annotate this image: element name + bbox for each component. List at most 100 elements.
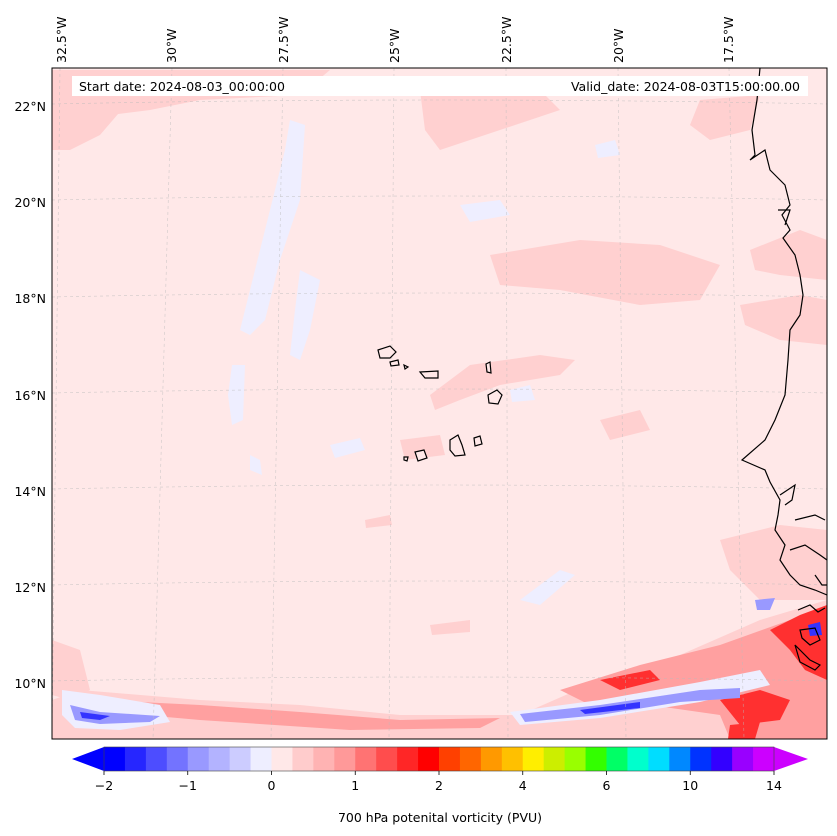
island: [418, 370, 439, 379]
africa-coastline: [799, 627, 821, 646]
colorbar-cell: [229, 747, 252, 771]
lon-label: 20°W: [611, 28, 626, 63]
colorbar-tick-label: 0: [268, 778, 276, 793]
lat-label: 16°N: [14, 388, 46, 403]
parallel-line: [52, 99, 827, 105]
meridian-line: [617, 68, 627, 739]
meridian-line: [270, 68, 284, 739]
parallel-line: [52, 388, 827, 394]
lat-label: 20°N: [14, 195, 46, 210]
meridian-line: [52, 68, 61, 739]
colorbar-tick-label: 4: [519, 778, 527, 793]
pv-positive-area: [100, 700, 500, 730]
colorbar-tick-label: 10: [682, 778, 698, 793]
pv-strong-positive-area: [600, 670, 660, 690]
pv-positive-area: [365, 515, 392, 528]
parallel-line: [52, 484, 827, 490]
colorbar-cell: [271, 747, 293, 771]
africa-coastline: [794, 644, 822, 671]
pv-positive-area: [420, 90, 560, 150]
colorbar: −2 −1 0 1 2 4 6 10 14 700 hPa potenital vorticit…: [72, 746, 808, 825]
coastline: [740, 68, 827, 671]
parallel-line: [52, 676, 827, 682]
colorbar-tick-label: 2: [435, 778, 443, 793]
meridian-line: [728, 68, 745, 739]
parallel-line: [52, 195, 827, 201]
lon-label: 30°W: [164, 28, 179, 63]
colorbar-label: 700 hPa potenital vorticity (PVU): [338, 810, 542, 825]
lon-label: 32.5°W: [54, 17, 69, 63]
colorbar-cell: [648, 747, 670, 771]
pv-positive-area: [52, 640, 90, 700]
meridian-line: [505, 68, 509, 739]
colorbar-cell: [522, 747, 545, 771]
pv-positive-area: [750, 230, 827, 280]
colorbar-tick-label: −2: [95, 778, 113, 793]
island: [449, 434, 466, 457]
colorbar-cell: [397, 747, 419, 771]
lat-label: 22°N: [14, 99, 46, 114]
lon-label: 25°W: [387, 28, 402, 63]
colorbar-cell: [334, 747, 356, 771]
pv-positive-area: [490, 240, 720, 305]
pv-positive-area: [600, 410, 650, 440]
colorbar-cell: [585, 747, 607, 771]
colorbar-under-arrow: [72, 747, 104, 771]
africa-coastline: [794, 514, 826, 521]
pv-positive-area: [690, 95, 760, 140]
date-header-background: [72, 76, 808, 96]
colorbar-tick-label: 6: [603, 778, 611, 793]
map-area: [52, 68, 827, 739]
colorbar-cell: [459, 747, 482, 771]
island: [473, 435, 483, 447]
colorbar-cell: [124, 747, 147, 771]
lat-label: 18°N: [14, 291, 46, 306]
pv-strong-positive-area: [720, 690, 790, 725]
pv-strong-negative-area: [580, 702, 640, 714]
graticule: [52, 68, 827, 739]
colorbar-cell: [145, 747, 168, 771]
cape-verde-islands: [377, 345, 503, 462]
island: [414, 449, 428, 462]
colorbar-cell: [690, 747, 712, 771]
pv-negative-area: [290, 270, 320, 360]
colorbar-cell: [187, 747, 210, 771]
colorbar-cell: [376, 747, 398, 771]
island: [485, 361, 492, 374]
colorbar-tick-label: 1: [351, 778, 359, 793]
lon-label: 22.5°W: [499, 17, 514, 63]
pv-positive-area: [400, 435, 445, 460]
colorbar-cell: [480, 747, 503, 771]
meridian-line: [152, 68, 173, 739]
lat-label: 10°N: [14, 676, 46, 691]
colorbar-cell: [627, 747, 649, 771]
colorbar-cell: [564, 747, 587, 771]
parallel-line: [52, 580, 827, 586]
pv-negative-area: [240, 120, 305, 335]
date-header: Start date: 2024-08-03_00:00:00 Valid_da…: [72, 76, 808, 96]
island: [403, 456, 409, 462]
colorbar-cells: [104, 747, 775, 771]
pv-positive-area: [430, 620, 470, 635]
africa-coastline: [778, 209, 791, 226]
parallel-line: [52, 292, 827, 298]
colorbar-over-arrow: [774, 747, 808, 771]
pv-negative-area: [330, 438, 365, 458]
colorbar-cell: [732, 747, 754, 771]
pv-negative-area: [595, 140, 620, 158]
africa-coastline: [814, 574, 827, 586]
colorbar-cell: [669, 747, 691, 771]
colorbar-cell: [439, 747, 461, 771]
colorbar-tick-label: 14: [766, 778, 782, 793]
colorbar-cell: [711, 747, 733, 771]
pv-positive-area: [430, 355, 575, 410]
africa-coastline: [797, 604, 826, 613]
latitude-labels: 22°N 20°N 18°N 16°N 14°N 12°N 10°N: [14, 99, 46, 691]
island: [377, 345, 397, 359]
pv-negative-area: [460, 200, 510, 222]
lon-label: 27.5°W: [276, 17, 291, 63]
pv-negative-area: [70, 705, 160, 724]
colorbar-cell: [166, 747, 189, 771]
pv-positive-area: [740, 295, 827, 345]
